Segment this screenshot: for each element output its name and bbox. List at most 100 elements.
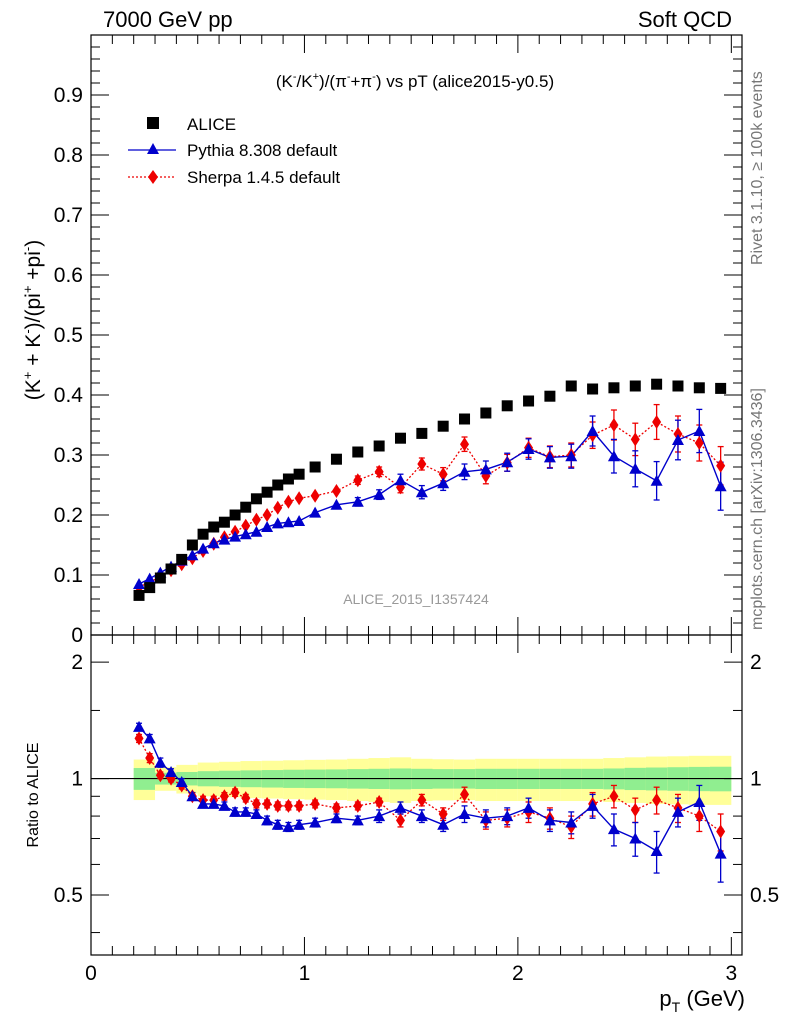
legend-label-alice: ALICE <box>187 115 236 134</box>
sherpa-ratio-point <box>219 789 229 804</box>
alice-point <box>501 400 513 412</box>
pythia-ratio-point <box>133 720 146 732</box>
sherpa-point <box>652 415 662 429</box>
alice-point <box>197 528 209 540</box>
sherpa-ratio-point <box>294 798 304 813</box>
pythia-point <box>293 515 306 526</box>
plot-title: (K-/K+)/(π-+π-) vs pT (alice2015-y0.5) <box>276 71 554 91</box>
pythia-point <box>479 463 492 475</box>
sherpa-point <box>438 467 448 482</box>
pythia-ratio-point <box>143 732 156 744</box>
alice-point <box>480 407 492 419</box>
pythia-ratio-point <box>586 799 599 811</box>
sherpa-ratio-point <box>694 809 704 824</box>
ratio-y-tick-label-right: 1 <box>750 768 762 791</box>
legend-label-sherpa: Sherpa 1.4.5 default <box>187 168 340 187</box>
x-tick-label: 0 <box>85 962 97 985</box>
ratio-plot-series <box>133 720 727 883</box>
pythia-ratio-point <box>154 756 167 768</box>
alice-point <box>608 382 620 394</box>
y-tick-label: 0.5 <box>54 324 83 347</box>
pythia-point <box>629 462 642 474</box>
pythia-ratio-point <box>714 847 727 859</box>
pythia-ratio-point <box>309 816 322 828</box>
legend-label-pythia: Pythia 8.308 default <box>187 141 338 160</box>
pythia-point <box>693 425 706 436</box>
pythia-point <box>133 578 146 589</box>
alice-point <box>144 582 156 594</box>
y-tick-label-zero: 0 <box>71 624 83 647</box>
sherpa-point <box>262 508 272 522</box>
alice-point <box>672 380 684 392</box>
y-tick-label: 0.6 <box>54 264 83 287</box>
sherpa-ratio-point <box>374 794 384 809</box>
alice-point <box>293 468 305 480</box>
sherpa-ratio-point <box>273 798 283 813</box>
sherpa-ratio-point <box>417 793 427 808</box>
alice-point <box>544 390 556 402</box>
sherpa-ratio-point <box>155 768 165 783</box>
mcplots-label: mcplots.cern.ch [arXiv:1306.3436] <box>749 388 766 630</box>
pythia-ratio-point <box>351 814 364 826</box>
pythia-point <box>229 530 242 542</box>
header-right: Soft QCD <box>638 7 732 32</box>
sherpa-ratio-point <box>134 731 144 746</box>
sherpa-point <box>331 484 341 498</box>
alice-point <box>437 420 449 432</box>
alice-point <box>309 461 321 473</box>
sherpa-point <box>241 518 251 533</box>
sherpa-ratio-point <box>353 798 363 813</box>
pythia-point <box>714 480 727 492</box>
pythia-ratio-point <box>197 797 210 809</box>
pythia-point <box>671 434 684 445</box>
rivet-label: Rivet 3.1.10, ≥ 100k events <box>749 71 766 265</box>
ratio-frame <box>90 634 743 956</box>
legend-item-pythia: Pythia 8.308 default <box>128 141 338 160</box>
pythia-ratio-point <box>501 810 514 822</box>
y-tick-label: 0.4 <box>54 384 84 407</box>
alice-point <box>373 440 385 452</box>
pythia-point <box>565 450 578 462</box>
pythia-ratio-point <box>218 799 231 811</box>
pythia-ratio-point <box>271 818 284 830</box>
sherpa-point <box>694 436 704 450</box>
sherpa-point <box>460 437 470 452</box>
pythia-ratio-point <box>671 805 684 817</box>
pythia-point <box>271 517 284 529</box>
pythia-ratio-point <box>543 814 556 826</box>
pythia-point <box>309 506 322 518</box>
y-tick-label: 0.8 <box>54 144 83 167</box>
pythia-ratio-point <box>373 810 386 822</box>
alice-point <box>176 553 188 565</box>
pythia-point <box>501 456 514 468</box>
pythia-ratio-point <box>437 818 450 830</box>
ratio-y-axis-label: Ratio to ALICE <box>25 743 42 848</box>
sherpa-ratio-point <box>331 800 341 815</box>
pythia-ratio-point <box>629 832 642 844</box>
y-tick-label: 0.7 <box>54 204 83 227</box>
pythia-ratio-point <box>165 765 178 777</box>
alice-point <box>715 382 727 394</box>
legend: ALICE Pythia 8.308 default Sherpa 1.4.5 … <box>128 115 340 187</box>
x-tick-label: 3 <box>725 962 737 985</box>
sherpa-ratio-point <box>395 813 405 828</box>
alice-point <box>651 378 663 390</box>
sherpa-ratio-point <box>145 751 155 766</box>
pythia-point <box>650 474 663 486</box>
alice-point <box>229 509 241 521</box>
sherpa-point <box>294 491 304 506</box>
alice-point <box>250 493 262 505</box>
pythia-ratio-point <box>229 805 242 817</box>
pythia-point <box>607 450 620 462</box>
pythia-ratio-point <box>394 801 407 813</box>
pythia-ratio-point <box>522 801 535 813</box>
alice-point <box>165 563 177 575</box>
ratio-y-tick-label-left: 1 <box>71 768 83 791</box>
sherpa-ratio-point <box>251 796 261 811</box>
alice-point <box>565 380 577 392</box>
alice-point <box>416 427 428 439</box>
pythia-point <box>351 495 364 507</box>
pythia-ratio-point <box>175 775 188 787</box>
sherpa-ratio-point <box>230 785 240 800</box>
pythia-ratio-point <box>565 816 578 828</box>
